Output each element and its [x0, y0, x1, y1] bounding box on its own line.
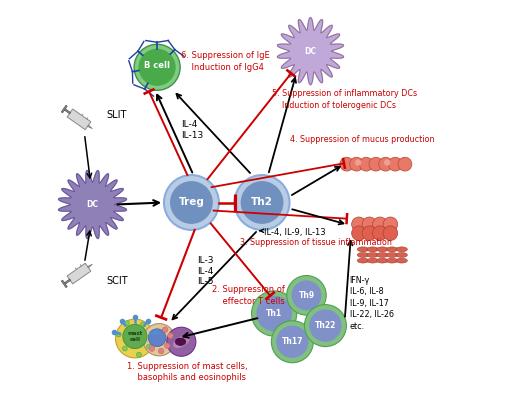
Circle shape: [340, 157, 354, 171]
Bar: [67, 263, 91, 284]
Polygon shape: [58, 171, 126, 239]
Bar: [67, 109, 91, 130]
Text: 1. Suppression of mast cells,
    basophils and eosinophils: 1. Suppression of mast cells, basophils …: [127, 362, 247, 382]
Text: Th17: Th17: [282, 337, 303, 346]
Circle shape: [143, 324, 175, 356]
Ellipse shape: [357, 247, 369, 252]
Circle shape: [373, 217, 387, 232]
Ellipse shape: [367, 247, 378, 252]
Circle shape: [359, 157, 373, 171]
Text: IFN-γ
IL-6, IL-8
IL-9, IL-17
IL-22, IL-26
etc.: IFN-γ IL-6, IL-8 IL-9, IL-17 IL-22, IL-2…: [350, 276, 394, 331]
Circle shape: [355, 159, 361, 166]
Text: DC: DC: [87, 200, 98, 209]
Circle shape: [383, 226, 398, 241]
Ellipse shape: [377, 258, 388, 263]
Text: Th22: Th22: [315, 321, 336, 330]
Ellipse shape: [357, 253, 369, 258]
Circle shape: [170, 181, 213, 224]
Circle shape: [305, 305, 347, 347]
Circle shape: [167, 327, 196, 356]
Circle shape: [164, 343, 170, 349]
Ellipse shape: [387, 258, 398, 263]
Circle shape: [234, 175, 289, 230]
Circle shape: [137, 352, 141, 357]
Circle shape: [162, 327, 168, 333]
Circle shape: [148, 329, 166, 347]
Circle shape: [122, 346, 127, 351]
Text: IL-4, IL-9, IL-13: IL-4, IL-9, IL-13: [264, 228, 326, 237]
Circle shape: [241, 181, 284, 224]
Circle shape: [146, 344, 152, 349]
Circle shape: [116, 319, 154, 358]
Circle shape: [352, 226, 366, 241]
Circle shape: [373, 226, 387, 241]
Polygon shape: [88, 125, 92, 129]
Ellipse shape: [377, 247, 388, 252]
Ellipse shape: [387, 247, 398, 252]
Bar: [61, 105, 67, 113]
Text: mast
cell: mast cell: [127, 331, 142, 342]
Circle shape: [309, 309, 342, 342]
Circle shape: [362, 226, 377, 241]
Bar: [64, 109, 71, 114]
Circle shape: [167, 333, 173, 339]
Ellipse shape: [367, 253, 378, 258]
Circle shape: [384, 159, 391, 166]
Circle shape: [369, 157, 383, 171]
Ellipse shape: [173, 335, 189, 348]
Ellipse shape: [396, 253, 408, 258]
Text: Th2: Th2: [251, 198, 273, 207]
Circle shape: [141, 322, 145, 327]
Circle shape: [271, 321, 313, 363]
Circle shape: [383, 217, 398, 232]
Polygon shape: [278, 17, 344, 85]
Circle shape: [389, 157, 402, 171]
Circle shape: [251, 291, 297, 336]
Circle shape: [350, 157, 364, 171]
Text: 5. Suppression of inflammatory DCs
    Induction of tolerogenic DCs: 5. Suppression of inflammatory DCs Induc…: [272, 90, 417, 110]
Text: 6. Suppression of IgE
    Induction of IgG4: 6. Suppression of IgE Induction of IgG4: [181, 51, 270, 72]
Text: IL-3
IL-4
IL-5: IL-3 IL-4 IL-5: [198, 256, 214, 286]
Circle shape: [362, 217, 377, 232]
Circle shape: [352, 217, 366, 232]
Circle shape: [158, 348, 164, 354]
Circle shape: [116, 332, 121, 337]
Circle shape: [276, 326, 308, 358]
Ellipse shape: [396, 258, 408, 263]
Text: SLIT: SLIT: [106, 110, 127, 120]
Text: 2. Suppression of
    effector T cells: 2. Suppression of effector T cells: [211, 285, 285, 306]
Ellipse shape: [396, 247, 408, 252]
Ellipse shape: [387, 253, 398, 258]
Circle shape: [287, 275, 326, 315]
Text: 3. Suppression of tissue inflammation: 3. Suppression of tissue inflammation: [240, 239, 392, 247]
Text: DC: DC: [305, 47, 316, 55]
Circle shape: [123, 324, 147, 349]
Ellipse shape: [175, 338, 186, 345]
Text: SCIT: SCIT: [106, 276, 129, 286]
Circle shape: [379, 157, 392, 171]
Circle shape: [291, 280, 322, 310]
Text: Treg: Treg: [179, 198, 204, 207]
Circle shape: [124, 321, 129, 326]
Text: Th9: Th9: [298, 291, 314, 300]
Ellipse shape: [377, 253, 388, 258]
Circle shape: [398, 157, 412, 171]
Ellipse shape: [367, 258, 378, 263]
Ellipse shape: [357, 258, 369, 263]
Text: Th1: Th1: [266, 309, 282, 318]
Bar: [61, 280, 67, 288]
Text: B cell: B cell: [144, 61, 170, 70]
Circle shape: [164, 175, 219, 230]
Circle shape: [134, 44, 180, 90]
Polygon shape: [88, 264, 92, 268]
Circle shape: [257, 296, 292, 331]
Bar: [64, 279, 71, 284]
Circle shape: [149, 346, 155, 352]
Circle shape: [139, 49, 176, 86]
Text: 4. Suppression of mucus production: 4. Suppression of mucus production: [290, 135, 435, 145]
Text: IL-4
IL-13: IL-4 IL-13: [181, 120, 204, 140]
